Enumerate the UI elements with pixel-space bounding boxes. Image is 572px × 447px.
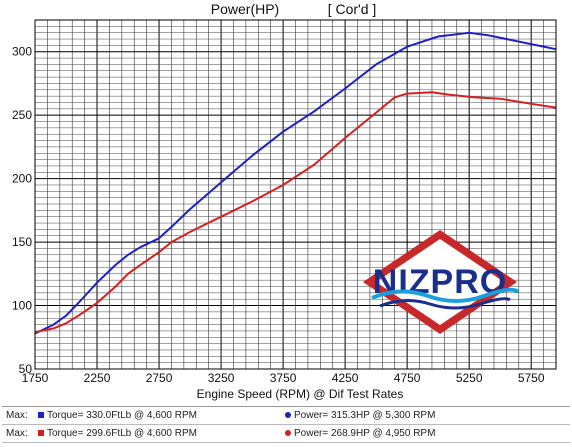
plot-frame [34,19,557,370]
grid-lines [34,19,557,370]
logo-wave-1 [371,287,520,303]
max-label: Max: [6,410,28,421]
logo-diamond-inner [376,239,504,325]
y-tick-label: 50 [19,362,33,376]
torque-marker-1 [38,412,44,419]
power-text-1: Power= 315.3HP @ 5,300 RPM [294,410,436,421]
y-tick-label: 250 [12,108,32,122]
series-line-2 [34,91,557,334]
x-tick-labels: 1750 2250 2750 3250 3750 4250 4750 5250 5750 [22,371,545,385]
x-tick-label: 5750 [518,371,545,385]
x-axis-label: Engine Speed (RPM) @ Dif Test Rates [197,387,404,401]
power-marker-1 [285,412,291,419]
nizpro-logo: NIZPRO [363,230,520,334]
max-label-2: Max: [6,428,28,439]
x-tick-label: 2250 [84,371,111,385]
max-summary: Max: Torque= 330.0FtLb @ 4,600 RPM Power… [2,406,570,445]
torque-text-2: Torque= 299.6FtLb @ 4,600 RPM [47,428,197,439]
power-text-2: Power= 268.9HP @ 4,950 RPM [294,428,436,439]
power-max-2: Power= 268.9HP @ 4,950 RPM [285,425,435,442]
series-line-1 [34,31,557,335]
y-tick-label: 300 [12,45,32,59]
y-tick-label: 200 [12,172,32,186]
chart-title-tag: [ Cor'd ] [328,1,377,17]
x-tick-label: 4250 [332,371,359,385]
torque-text-1: Torque= 330.0FtLb @ 4,600 RPM [47,410,197,421]
x-tick-label: 5250 [456,371,483,385]
y-tick-labels: 50 100 150 200 250 300 [12,45,32,376]
torque-max-2: Torque= 299.6FtLb @ 4,600 RPM [38,425,197,442]
power-chart: Power(HP) [ Cor'd ] 50 100 150 200 250 300 17… [12,1,557,401]
y-tick-label: 100 [12,299,32,313]
series-lines [34,31,557,335]
max-row-2: Max: Torque= 299.6FtLb @ 4,600 RPM Power… [2,425,570,443]
x-tick-label: 3750 [270,371,297,385]
max-row-1: Max: Torque= 330.0FtLb @ 4,600 RPM Power… [2,407,570,425]
power-marker-2 [285,430,291,437]
logo-wave-2 [379,297,511,310]
x-tick-label: 3250 [208,371,235,385]
chart-title: Power(HP) [211,1,279,17]
x-tick-label: 4750 [394,371,421,385]
torque-marker-2 [38,430,44,437]
torque-max-1: Torque= 330.0FtLb @ 4,600 RPM [38,407,197,424]
x-tick-label: 1750 [22,371,49,385]
x-tick-label: 2750 [146,371,173,385]
power-max-1: Power= 315.3HP @ 5,300 RPM [285,407,435,424]
y-tick-label: 150 [12,235,32,249]
